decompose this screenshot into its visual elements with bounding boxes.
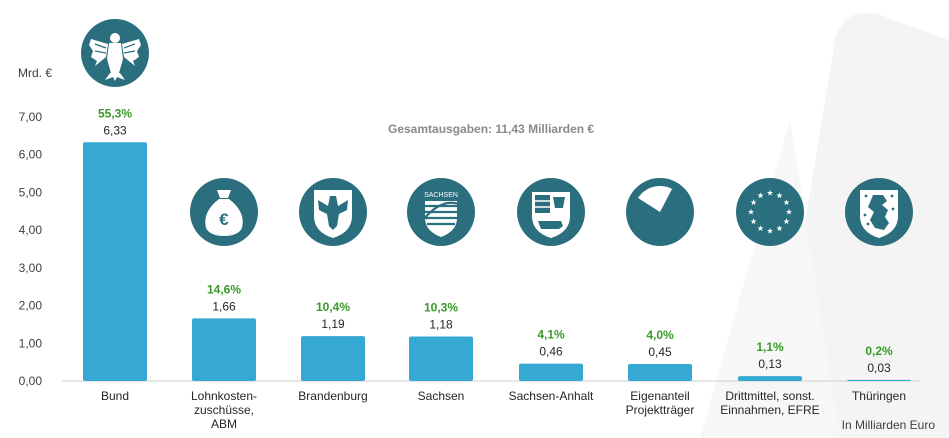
percent-label: 55,3% [98,106,132,120]
value-label: 0,13 [758,357,782,371]
value-label: 1,18 [429,317,453,331]
bar [628,364,692,381]
bar [301,336,365,381]
star-icon [757,225,764,232]
category-label: Bund [101,389,129,403]
y-tick-label: 3,00 [19,261,43,275]
saxony-anhalt-coat-of-arms-icon [517,178,585,246]
y-tick-label: 2,00 [19,299,43,313]
category-label: ABM [211,417,237,431]
star-icon [766,227,774,234]
pie-slice-icon [626,178,694,246]
y-axis-unit: Mrd. € [18,66,53,80]
star-icon [785,208,793,215]
percent-label: 4,1% [537,328,565,342]
star-icon [750,218,757,225]
bar [847,379,911,381]
svg-text:€: € [219,210,229,229]
icons: € SACHSEN [81,19,913,246]
thuringia-lion-icon [845,178,913,246]
category-label: Sachsen-Anhalt [509,389,594,403]
value-label: 0,46 [539,345,563,359]
value-label: 0,03 [867,361,891,375]
star-icon [783,218,790,225]
percent-label: 0,2% [865,344,893,358]
star-icon [750,199,757,206]
category-label: zuschüsse, [194,403,254,417]
star-icon [747,208,755,215]
percent-label: 10,3% [424,300,458,314]
svg-text:SACHSEN: SACHSEN [424,192,458,199]
percent-label: 1,1% [756,340,784,354]
bar-labels: 6,33 55,3% 1,66 14,6% 1,19 10,4% 1,18 10,3% 0,46… [98,106,893,375]
bar [738,376,802,381]
value-label: 6,33 [103,123,127,137]
category-label: Drittmittel, sonst. [725,389,814,403]
star-icon [776,225,783,232]
eagle-icon [81,19,149,87]
bar [83,142,147,381]
category-label: Einnahmen, EFRE [720,403,819,417]
y-tick-label: 4,00 [19,223,43,237]
category-label: Thüringen [852,389,906,403]
category-label: Brandenburg [298,389,367,403]
value-label: 0,45 [648,345,672,359]
money-bag-icon: € [190,178,258,246]
bar [519,363,583,381]
y-tick-label: 5,00 [19,185,43,199]
eu-stars-icon [736,178,804,246]
category-label: Projektträger [626,403,695,417]
brandenburg-eagle-icon [299,178,367,246]
y-tick-label: 7,00 [19,110,43,124]
unit-note: In Milliarden Euro [841,418,935,432]
category-labels: Bund Lohnkosten-zuschüsse,ABM Brandenburg S… [101,389,906,431]
watermark-logo [700,12,949,438]
bar [409,336,473,381]
percent-label: 4,0% [646,328,674,342]
percent-label: 10,4% [316,300,350,314]
category-label: Eigenanteil [630,389,689,403]
star-icon [757,192,764,199]
saxony-coat-of-arms-icon: SACHSEN [407,178,475,246]
y-tick-label: 0,00 [19,374,43,388]
value-label: 1,66 [212,299,236,313]
value-label: 1,19 [321,317,345,331]
total-note: Gesamtausgaben: 11,43 Milliarden € [388,122,595,136]
percent-label: 14,6% [207,282,241,296]
y-tick-label: 1,00 [19,336,43,350]
star-icon [776,192,783,199]
bars [83,142,911,381]
bar [192,318,256,381]
category-label: Sachsen [418,389,465,403]
y-axis: 0,00 1,00 2,00 3,00 4,00 5,00 6,00 7,00 [19,110,43,388]
y-tick-label: 6,00 [19,148,43,162]
star-icon [783,199,790,206]
category-label: Lohnkosten- [191,389,257,403]
star-icon [766,189,774,196]
